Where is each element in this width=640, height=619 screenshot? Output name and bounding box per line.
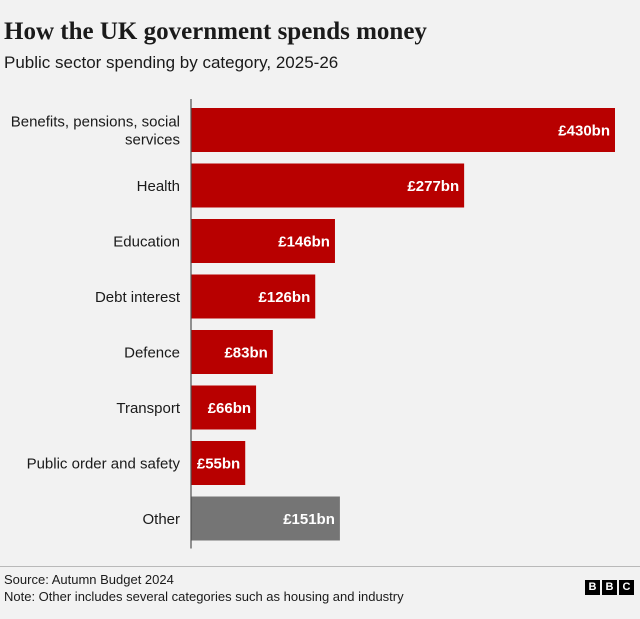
bar-health xyxy=(191,163,465,208)
category-label-defence: Defence xyxy=(124,345,180,362)
value-label-health: £277bn xyxy=(407,178,459,195)
value-label-other: £151bn xyxy=(283,511,335,528)
value-label-public-order-and-safety: £55bn xyxy=(197,456,240,473)
source-note: Source: Autumn Budget 2024 xyxy=(4,572,174,587)
value-label-defence: £83bn xyxy=(224,345,267,362)
bar-public-order-and-safety xyxy=(191,441,246,485)
bar-debt-interest xyxy=(191,274,316,319)
bar-defence xyxy=(191,330,273,374)
footer-divider xyxy=(0,566,640,567)
bbc-logo: B B C xyxy=(585,580,634,595)
bar-chart: £430bn Benefits, pensions, social services… xyxy=(11,99,615,549)
value-label-benefits-pensions-social-services: £430bn xyxy=(558,123,610,140)
logo-letter-b2: B xyxy=(602,580,617,595)
chart-title: How the UK government spends money xyxy=(4,18,427,45)
chart-subtitle: Public sector spending by category, 2025… xyxy=(4,53,339,72)
footnote: Note: Other includes several categories … xyxy=(4,589,404,604)
logo-letter-b1: B xyxy=(585,580,600,595)
category-label-benefits-pensions-social-services: Benefits, pensions, social services xyxy=(11,114,180,149)
category-label-education: Education xyxy=(113,234,180,251)
category-label-other: Other xyxy=(142,511,180,528)
category-label-health: Health xyxy=(137,178,180,195)
bar-transport xyxy=(191,385,257,430)
category-label-debt-interest: Debt interest xyxy=(95,289,181,306)
bar-other xyxy=(191,496,340,541)
value-label-transport: £66bn xyxy=(208,400,251,417)
bar-education xyxy=(191,219,335,263)
logo-letter-c: C xyxy=(619,580,634,595)
category-label-transport: Transport xyxy=(116,400,180,417)
category-label-public-order-and-safety: Public order and safety xyxy=(27,456,181,473)
bar-benefits-pensions-social-services xyxy=(191,108,615,152)
value-label-debt-interest: £126bn xyxy=(259,289,311,306)
value-label-education: £146bn xyxy=(278,234,330,251)
